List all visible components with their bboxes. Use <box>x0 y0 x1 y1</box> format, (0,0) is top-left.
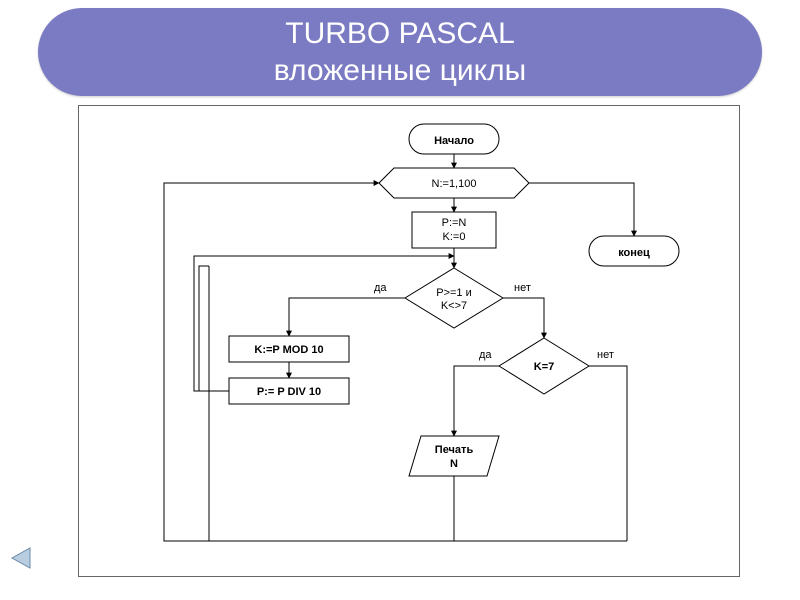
edge-cond2-no: нет <box>597 349 614 361</box>
flowchart-frame: Начало N:=1,100 P:=N K:=0 P>=1 и K<>7 K:… <box>78 105 740 577</box>
node-start: Начало <box>409 124 499 154</box>
node-init-label2: K:=0 <box>443 231 466 243</box>
node-start-label: Начало <box>434 135 474 147</box>
triangle-left-icon <box>8 544 36 572</box>
node-end: конец <box>589 236 679 266</box>
title-banner: TURBO PASCAL вложенные циклы <box>38 8 762 96</box>
node-pdiv: P:= P DIV 10 <box>229 378 349 404</box>
node-cond1-label1: P>=1 и <box>436 287 472 299</box>
edge-cond1-no: нет <box>514 282 531 294</box>
node-kmod: K:=P MOD 10 <box>229 336 349 362</box>
node-cond2: K=7 <box>499 338 589 394</box>
edge-cond2-yes: да <box>479 349 492 361</box>
edge-cond1-yes: да <box>374 282 387 294</box>
node-kmod-label: K:=P MOD 10 <box>254 344 323 356</box>
node-pdiv-label: P:= P DIV 10 <box>257 386 321 398</box>
node-end-label: конец <box>618 247 650 259</box>
node-print-label2: N <box>450 458 458 470</box>
flowchart-svg: Начало N:=1,100 P:=N K:=0 P>=1 и K<>7 K:… <box>79 106 739 576</box>
node-init: P:=N K:=0 <box>412 212 496 248</box>
node-loop-label: N:=1,100 <box>432 178 477 190</box>
node-cond2-label: K=7 <box>534 361 555 373</box>
title-line1: TURBO PASCAL <box>285 15 515 53</box>
node-print-label1: Печать <box>435 444 474 456</box>
prev-slide-button[interactable] <box>8 544 36 572</box>
title-line2: вложенные циклы <box>274 52 526 90</box>
node-loop: N:=1,100 <box>379 168 529 198</box>
node-cond1-label2: K<>7 <box>441 300 467 312</box>
node-cond1: P>=1 и K<>7 <box>405 268 503 328</box>
node-print: Печать N <box>409 436 499 476</box>
node-init-label1: P:=N <box>442 217 467 229</box>
